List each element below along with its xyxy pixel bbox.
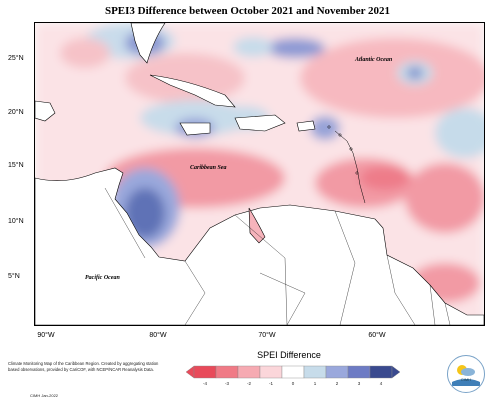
lesser-antilles	[327, 125, 366, 204]
land-outlines	[35, 23, 484, 325]
colorbar-segment	[303, 365, 327, 379]
lat-label: 15°N	[8, 162, 24, 169]
lon-label: 70°W	[258, 332, 276, 339]
lon-label: 90°W	[37, 332, 55, 339]
sun-cloud-icon	[452, 365, 480, 386]
map-title: SPEI3 Difference between October 2021 an…	[104, 5, 391, 17]
lat-label: 20°N	[8, 109, 24, 116]
lon-label: 80°W	[149, 332, 167, 339]
inner-borders	[104, 187, 451, 325]
colorbar-tick-label: -1	[268, 381, 274, 386]
credit-text: Climate Monitoring Map of the Caribbean …	[8, 361, 159, 372]
atlantic-ocean-label: Atlantic Ocean	[355, 57, 393, 63]
caribbean-sea-label: Caribbean Sea	[190, 165, 227, 171]
lat-label: 25°N	[8, 55, 24, 62]
colorbar-tick-label: -4	[202, 381, 208, 386]
colorbar-segment	[215, 365, 239, 379]
colorbar-tick-label: 2	[335, 381, 339, 386]
colorbar-tick-label: 1	[313, 381, 317, 386]
colorbar-tick-label: 4	[379, 381, 383, 386]
map-canvas	[35, 23, 484, 325]
colorbar-tick-label: -2	[246, 381, 252, 386]
lat-label: 10°N	[8, 218, 24, 225]
colorbar-segment	[259, 365, 283, 379]
colorbar	[186, 365, 401, 379]
pacific-ocean-label: Pacific Ocean	[85, 275, 120, 281]
colorbar-tick-label: -3	[224, 381, 230, 386]
colorbar-segment	[193, 365, 217, 379]
colorbar-tick-label: 3	[357, 381, 361, 386]
lon-label: 60°W	[368, 332, 386, 339]
map-panel[interactable]: Atlantic Ocean Caribbean Sea Pacific Oce…	[34, 22, 485, 326]
cimh-logo: CIMH	[447, 355, 485, 393]
colorbar-tick-label: 0	[291, 381, 295, 386]
colorbar-segment	[325, 365, 349, 379]
logo-text: CIMH	[460, 377, 472, 382]
colorbar-segment	[237, 365, 261, 379]
colorbar-segment	[347, 365, 371, 379]
colorbar-min-arrow	[186, 365, 195, 379]
lat-label: 5°N	[8, 273, 20, 280]
colorbar-segment	[369, 365, 393, 379]
date-stamp: CIMH Jan-2022	[30, 393, 59, 398]
colorbar-max-arrow	[391, 365, 401, 379]
legend-title: SPEI Difference	[257, 350, 321, 360]
colorbar-segment	[281, 365, 305, 379]
